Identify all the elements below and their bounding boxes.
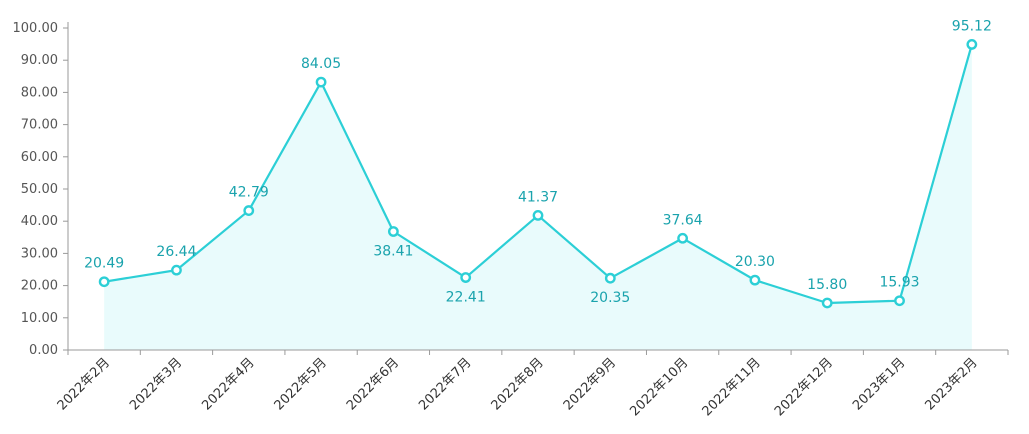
x-tick-label: 2022年6月	[344, 355, 402, 413]
x-tick-label: 2022年5月	[272, 355, 330, 413]
data-point	[677, 232, 689, 244]
x-tick-label: 2022年12月	[772, 355, 836, 419]
x-tick-label: 2022年7月	[416, 355, 474, 413]
data-label: 26.44	[156, 244, 196, 260]
x-tick-label: 2022年2月	[55, 355, 113, 413]
data-label: 37.64	[663, 212, 703, 228]
data-label: 41.37	[518, 189, 558, 205]
y-tick-label: 90.00	[21, 53, 58, 68]
area-fill	[104, 44, 972, 351]
data-label: 22.41	[446, 290, 486, 306]
data-point	[315, 76, 327, 88]
y-tick-label: 20.00	[21, 279, 58, 294]
data-point	[966, 39, 978, 50]
x-tick-label: 2022年4月	[199, 355, 257, 413]
y-tick-label: 30.00	[21, 246, 58, 261]
y-tick-label: 40.00	[21, 214, 58, 229]
y-tick-label: 0.00	[29, 343, 58, 358]
data-label: 20.30	[735, 254, 775, 270]
data-label: 42.79	[229, 185, 269, 201]
y-tick-label: 70.00	[21, 118, 58, 133]
x-tick-label: 2022年11月	[700, 355, 764, 419]
data-point	[387, 226, 399, 237]
y-tick-label: 50.00	[21, 182, 58, 197]
data-point	[532, 210, 544, 221]
data-point	[749, 274, 761, 286]
y-tick-label: 60.00	[21, 150, 58, 165]
x-tick-label: 2022年3月	[127, 355, 185, 413]
data-point	[171, 264, 182, 276]
data-label: 15.93	[879, 275, 919, 291]
data-point	[894, 295, 905, 307]
x-tick-label: 2022年8月	[489, 355, 547, 413]
x-tick-label: 2022年9月	[561, 355, 619, 413]
data-label: 84.05	[301, 56, 341, 72]
data-point	[98, 276, 110, 288]
data-point	[243, 205, 255, 216]
data-point	[460, 272, 472, 283]
data-label: 20.49	[84, 256, 124, 272]
y-tick-label: 10.00	[21, 311, 58, 326]
y-tick-label: 80.00	[21, 85, 58, 100]
data-label: 20.35	[590, 290, 630, 306]
x-tick-label: 2022年10月	[627, 355, 691, 419]
data-label: 38.41	[373, 244, 413, 260]
x-tick-label: 2023年1月	[850, 355, 908, 413]
data-point	[821, 297, 833, 309]
x-tick-label: 2023年2月	[922, 355, 980, 413]
y-tick-label: 100.00	[13, 21, 59, 36]
data-label: 95.12	[952, 18, 992, 34]
data-point	[604, 272, 616, 284]
data-label: 15.80	[807, 277, 847, 293]
